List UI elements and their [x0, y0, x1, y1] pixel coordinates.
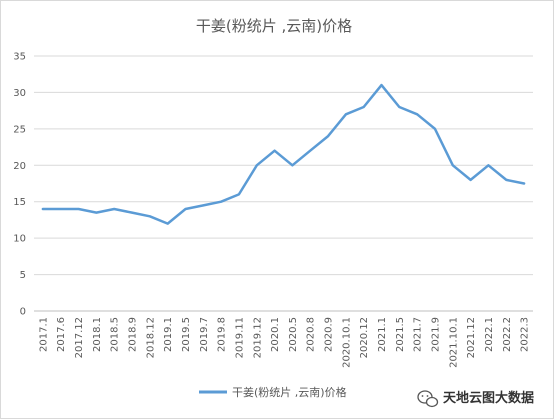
x-tick-label: 2022.1: [484, 317, 495, 352]
x-tick-label: 2019.5: [181, 317, 192, 352]
y-tick-label: 0: [20, 307, 26, 318]
y-tick-label: 10: [13, 234, 26, 245]
x-axis-ticks: 2017.1 2017.6 2017.12 2018.1 2018.5 2018.9 201…: [38, 317, 530, 368]
legend: 干姜(粉统片 ,云南)价格: [199, 385, 347, 399]
y-tick-label: 30: [13, 88, 26, 99]
x-tick-label: 2020.12: [359, 317, 370, 358]
x-tick-label: 2022.2: [502, 317, 513, 352]
x-tick-label: 2020.5: [288, 317, 299, 352]
x-tick-label: 2020.8: [306, 317, 317, 352]
x-tick-label: 2019.11: [234, 317, 245, 358]
x-tick-label: 2018.12: [145, 317, 156, 358]
y-tick-label: 20: [13, 161, 26, 172]
x-tick-label: 2019.12: [252, 317, 263, 358]
series-layer: [41, 83, 526, 225]
x-tick-label: 2021.5: [395, 317, 406, 352]
x-tick-label: 2021.9: [430, 317, 441, 352]
chart-title: 干姜(粉统片 ,云南)价格: [196, 17, 352, 35]
x-tick-label: 2020.1: [270, 317, 281, 352]
y-tick-label: 5: [20, 270, 26, 281]
x-tick-label: 2020.9: [324, 317, 335, 352]
x-tick-label: 2021.10.1: [448, 317, 459, 368]
x-tick-label: 2018.5: [110, 317, 121, 352]
x-tick-label: 2018.9: [128, 317, 139, 352]
gridlines: [34, 55, 533, 312]
series-line-0: [41, 83, 526, 225]
x-tick-label: 2019.1: [163, 317, 174, 352]
x-tick-label: 2019.8: [217, 317, 228, 352]
legend-label: 干姜(粉统片 ,云南)价格: [232, 385, 347, 399]
x-tick-label: 2022.3: [520, 317, 531, 352]
x-tick-label: 2019.7: [199, 317, 210, 352]
y-axis-ticks: 0 5 10 15 20 25 30 35: [13, 52, 26, 318]
wechat-bubble-icon: [417, 390, 439, 408]
x-tick-label: 2021.12: [466, 317, 477, 358]
x-tick-label: 2018.1: [92, 317, 103, 352]
x-tick-label: 2017.12: [74, 317, 85, 358]
y-tick-label: 35: [13, 52, 26, 63]
x-tick-label: 2017.1: [38, 317, 49, 352]
y-tick-label: 25: [13, 124, 26, 135]
x-tick-label: 2021.7: [413, 317, 424, 352]
x-tick-label: 2017.6: [56, 317, 67, 352]
watermark: 天地云图大数据: [417, 390, 534, 408]
x-tick-label: 2020.10.1: [341, 317, 352, 368]
y-tick-label: 15: [13, 197, 26, 208]
x-tick-label: 2021.1: [377, 317, 388, 352]
watermark-text: 天地云图大数据: [443, 390, 534, 406]
